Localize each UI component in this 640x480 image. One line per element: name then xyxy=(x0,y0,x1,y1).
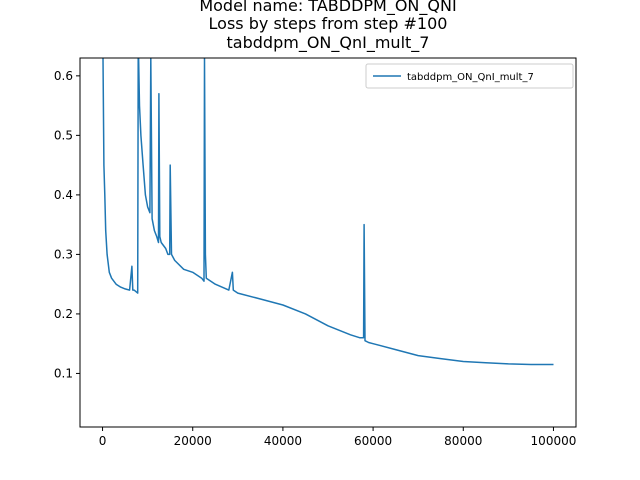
y-tick-label: 0.6 xyxy=(54,69,73,83)
x-tick-label: 20000 xyxy=(174,434,212,448)
plot-area: 0 20000 40000 60000 80000 100000 0.1 0.2 0.3 0.4 0… xyxy=(54,57,577,448)
chart-title-line-1: Model name: TABDDPM_ON_QNI xyxy=(199,0,456,16)
x-tick-label: 40000 xyxy=(264,434,302,448)
legend-frame xyxy=(365,63,574,89)
axes-frame xyxy=(79,57,577,428)
x-tick-label: 100000 xyxy=(531,434,577,448)
x-tick-label: 80000 xyxy=(444,434,482,448)
y-tick-label: 0.3 xyxy=(54,247,73,261)
legend-label: tabddpm_ON_QnI_mult_7 xyxy=(407,72,534,83)
series-line-0 xyxy=(102,58,554,366)
y-tick-label: 0.2 xyxy=(54,307,73,321)
y-tick-label: 0.4 xyxy=(54,188,73,202)
x-tick-label: 60000 xyxy=(354,434,392,448)
legend: tabddpm_ON_QnI_mult_7 xyxy=(365,63,574,89)
y-tick-label: 0.1 xyxy=(54,366,73,380)
chart-title-line-2: Loss by steps from step #100 xyxy=(209,14,448,33)
x-tick-label: 0 xyxy=(99,434,107,448)
y-tick-label: 0.5 xyxy=(54,128,73,142)
chart-title-line-3: tabddpm_ON_QnI_mult_7 xyxy=(227,33,430,53)
